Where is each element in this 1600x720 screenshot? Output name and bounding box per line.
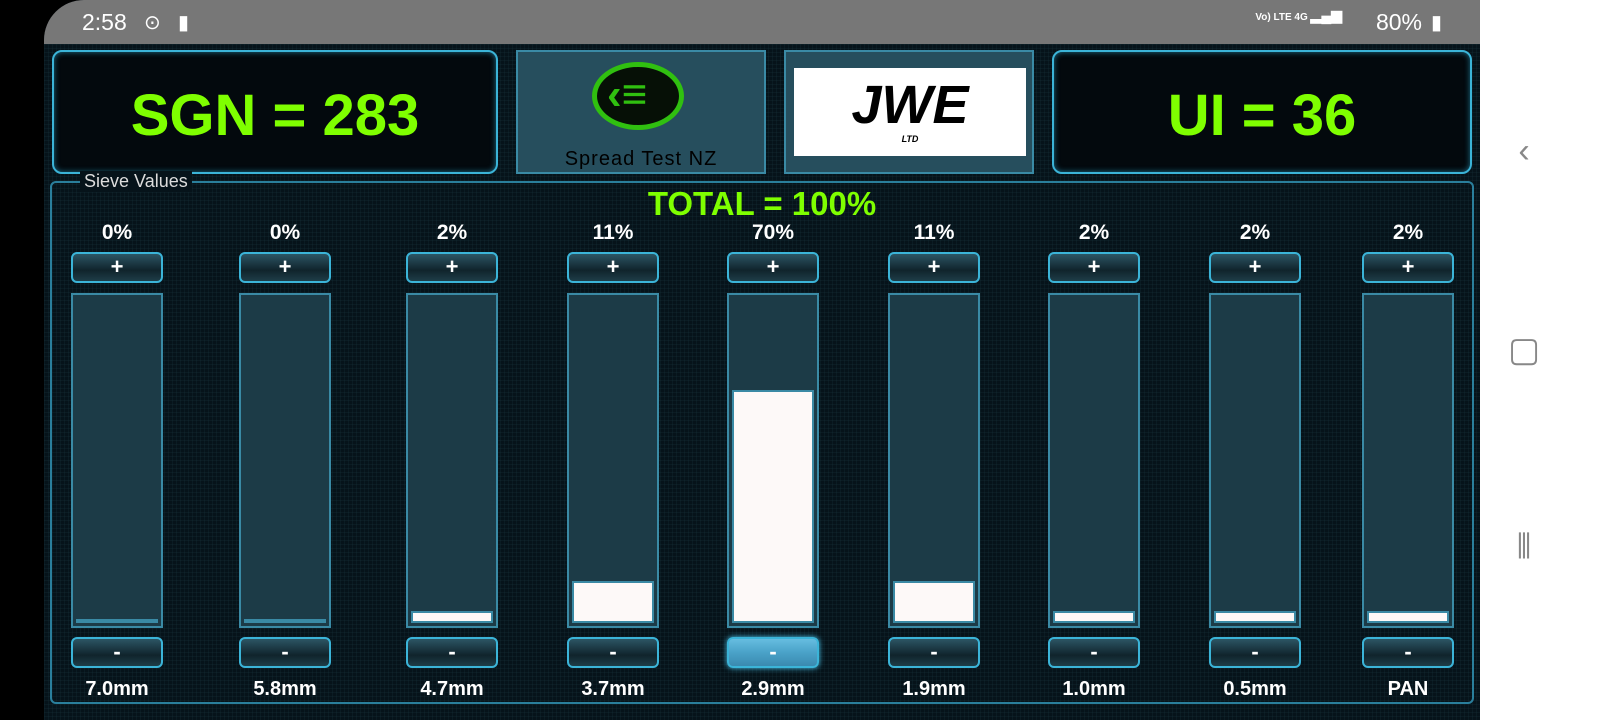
app-screen: 2:58 ⊙ ▮ Vo) LTE 4G ▂▄▆ 80% ▮ SGN = 283 … xyxy=(44,0,1480,720)
signal-icon: ▂▄▆ xyxy=(1310,7,1342,23)
volte-label: Vo) LTE xyxy=(1255,12,1292,23)
decrease-button[interactable]: - xyxy=(888,637,980,668)
sieve-bar[interactable] xyxy=(567,293,659,628)
total-label: TOTAL = 100% xyxy=(647,185,877,222)
sieve-percent: 2% xyxy=(1392,221,1424,244)
sieve-size-label: 2.9mm xyxy=(741,678,805,700)
battery-icon: ▮ xyxy=(1430,12,1442,34)
sieve-bar-fill xyxy=(244,619,326,623)
sieve-bar[interactable] xyxy=(727,293,819,628)
sieve-bar[interactable] xyxy=(406,293,498,628)
sieve-size-label: 3.7mm xyxy=(581,678,645,700)
spread-test-logo-icon: ‹≡ xyxy=(592,62,684,130)
decrease-button[interactable]: - xyxy=(1209,637,1301,668)
jwe-logo-sub: LTD xyxy=(901,134,919,144)
sieve-size-label: 1.0mm xyxy=(1062,678,1126,700)
sieve-bar-fill xyxy=(1053,610,1135,623)
sieve-bar[interactable] xyxy=(1362,293,1454,628)
network-type: 4G xyxy=(1294,12,1308,23)
increase-button[interactable]: + xyxy=(888,252,980,283)
home-icon[interactable]: ▢ xyxy=(1507,331,1541,369)
sieve-percent: 70% xyxy=(751,221,795,244)
app-logo-tile: ‹≡ Spread Test NZ xyxy=(516,50,766,174)
increase-button[interactable]: + xyxy=(1362,252,1454,283)
sieve-size-label: PAN xyxy=(1387,678,1429,700)
network-indicator: Vo) LTE 4G ▂▄▆ xyxy=(1255,7,1342,23)
sieve-size-label: 0.5mm xyxy=(1223,678,1287,700)
sgn-panel: SGN = 283 xyxy=(52,50,498,174)
recents-icon[interactable]: ⦀ xyxy=(1516,528,1532,566)
sieve-percent: 11% xyxy=(592,221,634,244)
decrease-button[interactable]: - xyxy=(727,637,819,668)
decrease-button[interactable]: - xyxy=(239,637,331,668)
sieve-size-label: 7.0mm xyxy=(85,678,149,700)
increase-button[interactable]: + xyxy=(1209,252,1301,283)
ui-value: UI = 36 xyxy=(1167,83,1357,148)
back-icon[interactable]: ‹ xyxy=(1518,132,1530,170)
sieve-bar-fill xyxy=(1367,610,1449,623)
ui-panel: UI = 36 xyxy=(1052,50,1472,174)
sieve-values-group: Sieve Values TOTAL = 100% 0% + - 7.0mm 0%… xyxy=(50,171,1474,704)
clock: 2:58 xyxy=(82,9,127,35)
battery-saver-icon: ▮ xyxy=(178,12,190,34)
increase-button[interactable]: + xyxy=(71,252,163,283)
decrease-button[interactable]: - xyxy=(1362,637,1454,668)
sieve-size-label: 1.9mm xyxy=(902,678,966,700)
sieve-percent: 2% xyxy=(1239,221,1271,244)
sgn-value: SGN = 283 xyxy=(130,83,420,148)
sieve-percent: 0% xyxy=(101,221,133,244)
jwe-logo: JWE LTD xyxy=(794,68,1026,156)
app-logo-text: Spread Test NZ xyxy=(564,148,718,170)
sieve-size-label: 5.8mm xyxy=(253,678,317,700)
sieve-bar[interactable] xyxy=(239,293,331,628)
sync-icon: ⊙ xyxy=(144,12,161,34)
sieve-bar-fill xyxy=(1214,610,1296,623)
increase-button[interactable]: + xyxy=(239,252,331,283)
sieve-bar-fill xyxy=(76,619,158,623)
battery-level: 80% xyxy=(1375,9,1422,35)
sieve-bar-fill xyxy=(572,581,654,623)
sieve-bar[interactable] xyxy=(71,293,163,628)
navigation-bar: ‹ ▢ ⦀ xyxy=(1480,0,1600,720)
sieve-bar[interactable] xyxy=(888,293,980,628)
increase-button[interactable]: + xyxy=(406,252,498,283)
sieve-bar-fill xyxy=(893,581,975,623)
increase-button[interactable]: + xyxy=(1048,252,1140,283)
decrease-button[interactable]: - xyxy=(71,637,163,668)
sieve-bar-fill xyxy=(732,389,814,623)
increase-button[interactable]: + xyxy=(727,252,819,283)
decrease-button[interactable]: - xyxy=(1048,637,1140,668)
sieve-percent: 2% xyxy=(1078,221,1110,244)
increase-button[interactable]: + xyxy=(567,252,659,283)
decrease-button[interactable]: - xyxy=(406,637,498,668)
sieve-bar-fill xyxy=(411,610,493,623)
status-bar: 2:58 ⊙ ▮ Vo) LTE 4G ▂▄▆ 80% ▮ xyxy=(44,0,1480,44)
jwe-logo-text: JWE xyxy=(851,75,969,135)
sieve-percent: 0% xyxy=(269,221,301,244)
decrease-button[interactable]: - xyxy=(567,637,659,668)
sieve-percent: 2% xyxy=(436,221,468,244)
sieve-title: Sieve Values xyxy=(80,171,192,192)
sieve-bar[interactable] xyxy=(1048,293,1140,628)
sieve-percent: 11% xyxy=(913,221,955,244)
sieve-bar[interactable] xyxy=(1209,293,1301,628)
partner-logo-tile: JWE LTD xyxy=(784,50,1034,174)
sieve-size-label: 4.7mm xyxy=(420,678,484,700)
